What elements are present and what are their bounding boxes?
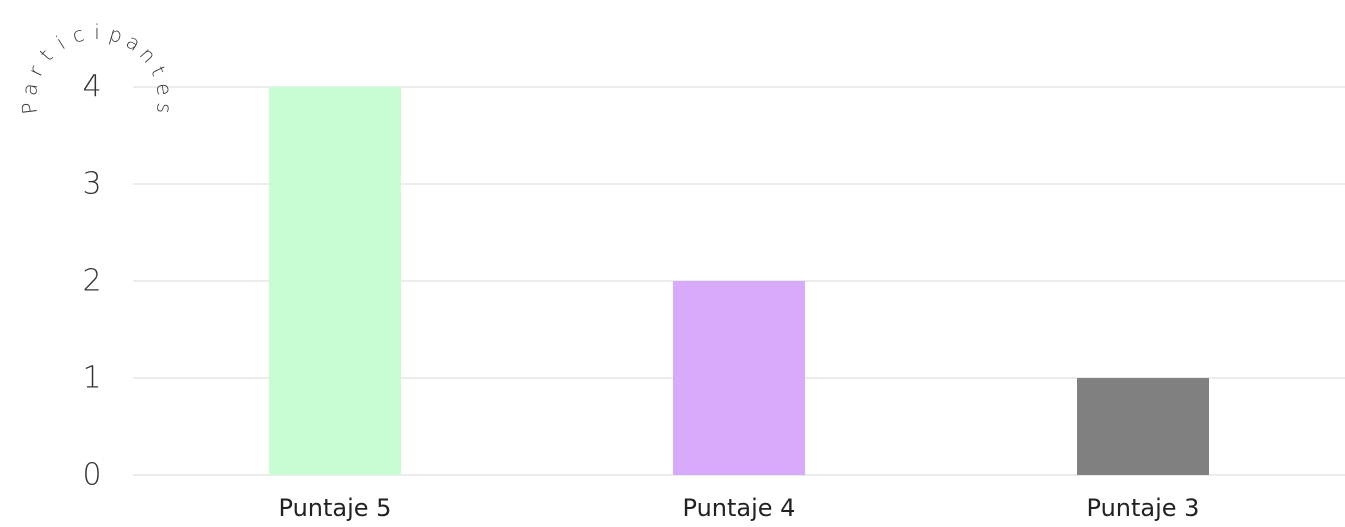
y-axis-label-glyph: i [52, 31, 70, 54]
y-axis-label-glyph: e [151, 81, 177, 97]
y-tick-label: 0 [82, 458, 101, 493]
y-tick-label: 3 [82, 167, 101, 202]
bar [269, 87, 401, 475]
y-tick-label: 1 [82, 361, 101, 396]
bar [1077, 378, 1209, 475]
y-tick-label: 2 [82, 264, 101, 299]
y-axis-label-glyph: t [34, 44, 57, 66]
y-axis-label-glyph: s [152, 102, 177, 115]
bars [269, 87, 1209, 475]
y-axis-ticks: 0 1 2 3 4 [82, 70, 101, 493]
y-axis-label-glyph: a [17, 81, 43, 97]
y-axis-label-glyph: i [94, 20, 100, 44]
y-axis-label-glyph: n [135, 42, 161, 67]
y-axis-label-glyph: c [69, 22, 86, 48]
y-tick-label: 4 [82, 70, 101, 105]
x-tick-label: Puntaje 4 [683, 494, 796, 522]
bar [673, 281, 805, 475]
x-tick-label: Puntaje 3 [1087, 494, 1200, 522]
y-axis-label-glyph: p [106, 21, 125, 48]
x-axis-ticks: Puntaje 5 Puntaje 4 Puntaje 3 [279, 494, 1200, 522]
y-axis-label-glyph: r [23, 61, 49, 79]
x-tick-label: Puntaje 5 [279, 494, 392, 522]
y-axis-label-glyph: P [17, 101, 42, 116]
y-axis-label-glyph: t [146, 62, 171, 79]
